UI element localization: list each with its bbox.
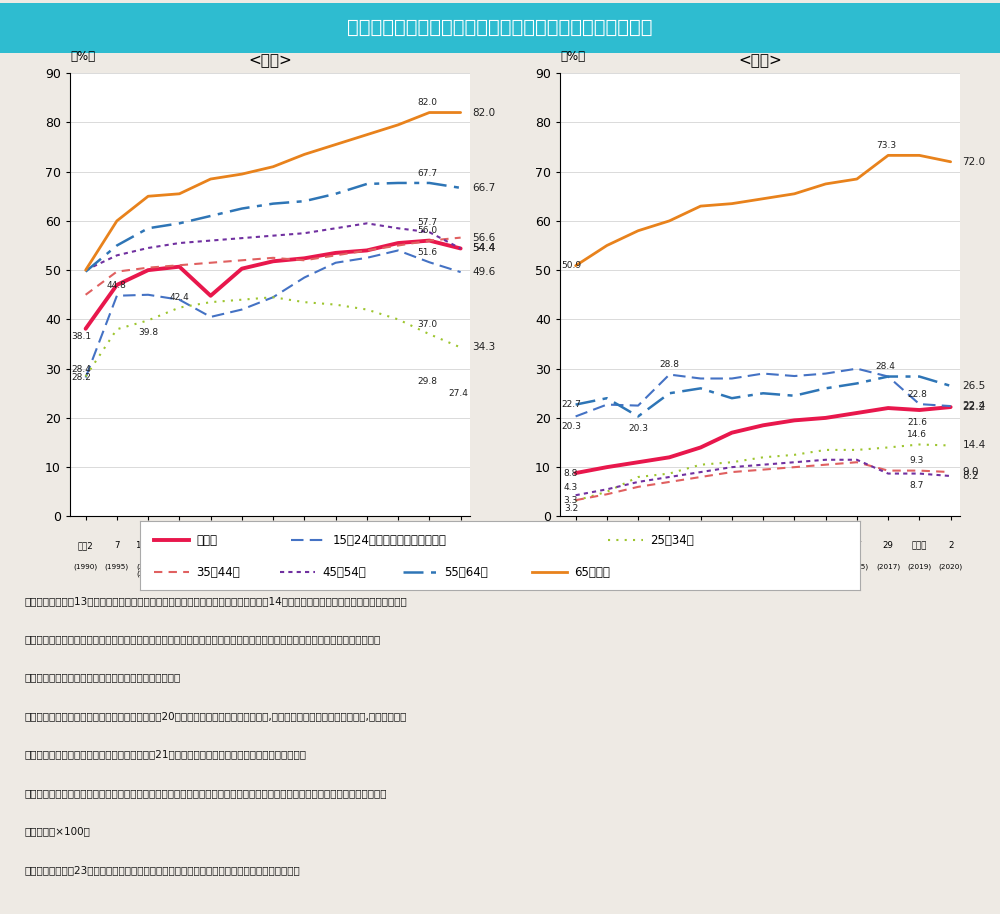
Text: 15〜24歳（うち在学中を除く）: 15〜24歳（うち在学中を除く） xyxy=(333,534,447,547)
Text: 67.7: 67.7 xyxy=(417,168,437,177)
Text: 28.2: 28.2 xyxy=(71,373,91,382)
Text: 8.8: 8.8 xyxy=(564,469,578,478)
Text: 42.4: 42.4 xyxy=(170,293,189,303)
Text: 7: 7 xyxy=(114,541,120,550)
Text: 22.4: 22.4 xyxy=(963,401,986,411)
Text: 14.6: 14.6 xyxy=(907,430,927,439)
Text: 平成2: 平成2 xyxy=(568,541,584,550)
Text: (2007): (2007) xyxy=(230,563,254,569)
Text: ３．非正規雇用労働者の割合は，「非正規の職員・従業員」／（「正規の職員・従業員」＋「非正規の職員・従業員」）: ３．非正規雇用労働者の割合は，「非正規の職員・従業員」／（「正規の職員・従業員」… xyxy=(25,788,387,798)
Text: 28.8: 28.8 xyxy=(659,360,679,369)
Text: 9.3: 9.3 xyxy=(910,456,924,465)
Text: 平成2: 平成2 xyxy=(78,541,94,550)
Text: (2005): (2005) xyxy=(689,563,713,569)
Text: 3.3: 3.3 xyxy=(564,495,578,505)
Text: （%）: （%） xyxy=(560,50,585,63)
Text: 2: 2 xyxy=(948,541,953,550)
Text: 15: 15 xyxy=(174,541,185,550)
Text: (2000)
(2001): (2000) (2001) xyxy=(626,563,650,578)
Text: 2: 2 xyxy=(458,541,463,550)
Text: 57.7: 57.7 xyxy=(417,218,437,227)
Text: 22.7: 22.7 xyxy=(561,400,581,409)
Text: 25〜34歳: 25〜34歳 xyxy=(650,534,694,547)
Text: 21: 21 xyxy=(268,541,279,550)
Text: 65歳以上: 65歳以上 xyxy=(574,566,610,579)
Text: (2003): (2003) xyxy=(167,563,191,569)
Text: (2020): (2020) xyxy=(449,563,473,569)
Text: 27: 27 xyxy=(361,541,372,550)
Text: 嘱託」及び「その他」の合計，平成21年以降は，新たにこの項目を設けて集計した値。: 嘱託」及び「その他」の合計，平成21年以降は，新たにこの項目を設けて集計した値。 xyxy=(25,749,307,760)
Text: (2017): (2017) xyxy=(386,563,410,569)
Text: ×100。: ×100。 xyxy=(25,826,91,836)
Text: 29: 29 xyxy=(393,541,404,550)
Text: (2005): (2005) xyxy=(199,563,223,569)
Text: 4.3: 4.3 xyxy=(564,484,578,493)
Text: 23: 23 xyxy=(789,541,800,550)
Text: 25: 25 xyxy=(820,541,831,550)
Text: （%）: （%） xyxy=(70,50,95,63)
Text: 54.4: 54.4 xyxy=(473,243,496,253)
Text: 34.3: 34.3 xyxy=(473,343,496,353)
Text: (2007): (2007) xyxy=(720,563,744,569)
Title: <女性>: <女性> xyxy=(248,53,292,68)
Text: 28.4: 28.4 xyxy=(71,365,91,374)
Text: （備考）１．平成13年までは総務庁「労働力調査特別調査」（各年２月）より，平成14年以降は総務省「労働力調査（詳細集計）」: （備考）１．平成13年までは総務庁「労働力調査特別調査」（各年２月）より，平成1… xyxy=(25,596,408,606)
Text: (2019): (2019) xyxy=(417,563,441,569)
Text: 72.0: 72.0 xyxy=(963,157,986,166)
Title: <男性>: <男性> xyxy=(738,53,782,68)
Text: (2019): (2019) xyxy=(907,563,931,569)
Text: (2015): (2015) xyxy=(355,563,379,569)
Text: (2009): (2009) xyxy=(751,563,775,569)
Text: 73.3: 73.3 xyxy=(876,141,896,150)
Text: (2017): (2017) xyxy=(876,563,900,569)
Text: (1990): (1990) xyxy=(74,563,98,569)
Text: 19: 19 xyxy=(726,541,737,550)
Text: (2013): (2013) xyxy=(324,563,348,569)
Text: ることから，時系列比較には注意を要する。: ることから，時系列比較には注意を要する。 xyxy=(25,673,181,683)
Text: (2013): (2013) xyxy=(814,563,838,569)
Text: ２．「非正規の職員・従業員」は，平成20年までは「パート・アルバイト」,「労働者派遣事業所の派遣社員」,「契約社員・: ２．「非正規の職員・従業員」は，平成20年までは「パート・アルバイト」,「労働者… xyxy=(25,711,407,721)
Text: (1990): (1990) xyxy=(564,563,588,569)
Text: 39.8: 39.8 xyxy=(138,328,158,337)
Text: (2020): (2020) xyxy=(939,563,963,569)
Text: 56.6: 56.6 xyxy=(473,233,496,242)
Text: 45〜54歳: 45〜54歳 xyxy=(322,566,366,579)
Text: 55〜64歳: 55〜64歳 xyxy=(445,566,488,579)
Text: （年）: （年） xyxy=(460,598,481,611)
Text: （年平均）より作成。「労働力調査特別調査」と「労働力調査（詳細集計）」とでは，調査方法，調査月等が相違す: （年平均）より作成。「労働力調査特別調査」と「労働力調査（詳細集計）」とでは，調… xyxy=(25,634,381,644)
Text: (2011): (2011) xyxy=(292,563,316,569)
Text: (2011): (2011) xyxy=(782,563,806,569)
Text: 23: 23 xyxy=(299,541,310,550)
Text: 年齢計: 年齢計 xyxy=(196,534,217,547)
Text: 50.9: 50.9 xyxy=(561,261,581,271)
Text: 37.0: 37.0 xyxy=(417,320,437,329)
Text: (2003): (2003) xyxy=(657,563,681,569)
Text: 54.4: 54.4 xyxy=(473,243,496,253)
Text: 27: 27 xyxy=(851,541,862,550)
Text: 14.4: 14.4 xyxy=(963,441,986,451)
Text: 19: 19 xyxy=(236,541,247,550)
Text: 29.8: 29.8 xyxy=(417,377,437,387)
Text: 25: 25 xyxy=(330,541,341,550)
Text: (2015): (2015) xyxy=(845,563,869,569)
Text: 8.7: 8.7 xyxy=(910,482,924,491)
Text: 令和元: 令和元 xyxy=(422,541,437,550)
Text: 28.4: 28.4 xyxy=(876,362,896,371)
Text: 21: 21 xyxy=(758,541,769,550)
Text: 56.0: 56.0 xyxy=(417,227,437,235)
Text: 27.4: 27.4 xyxy=(448,389,468,399)
Text: 17: 17 xyxy=(205,541,216,550)
Text: 26.5: 26.5 xyxy=(963,381,986,391)
Text: Ｉ－２－７図　年齢階級別非正規雇用労働者の割合の推移: Ｉ－２－７図 年齢階級別非正規雇用労働者の割合の推移 xyxy=(347,18,653,37)
Text: 7: 7 xyxy=(604,541,610,550)
Text: 51.6: 51.6 xyxy=(417,248,437,257)
Text: 22.8: 22.8 xyxy=(907,389,927,399)
Text: 49.6: 49.6 xyxy=(473,267,496,277)
Text: (2000)
(2001): (2000) (2001) xyxy=(136,563,160,578)
Text: 38.1: 38.1 xyxy=(71,332,91,341)
Text: 17: 17 xyxy=(695,541,706,550)
Text: 3.2: 3.2 xyxy=(564,504,578,513)
Text: 20.3: 20.3 xyxy=(628,424,648,433)
Text: 8.2: 8.2 xyxy=(963,471,979,481)
Text: 29: 29 xyxy=(883,541,894,550)
